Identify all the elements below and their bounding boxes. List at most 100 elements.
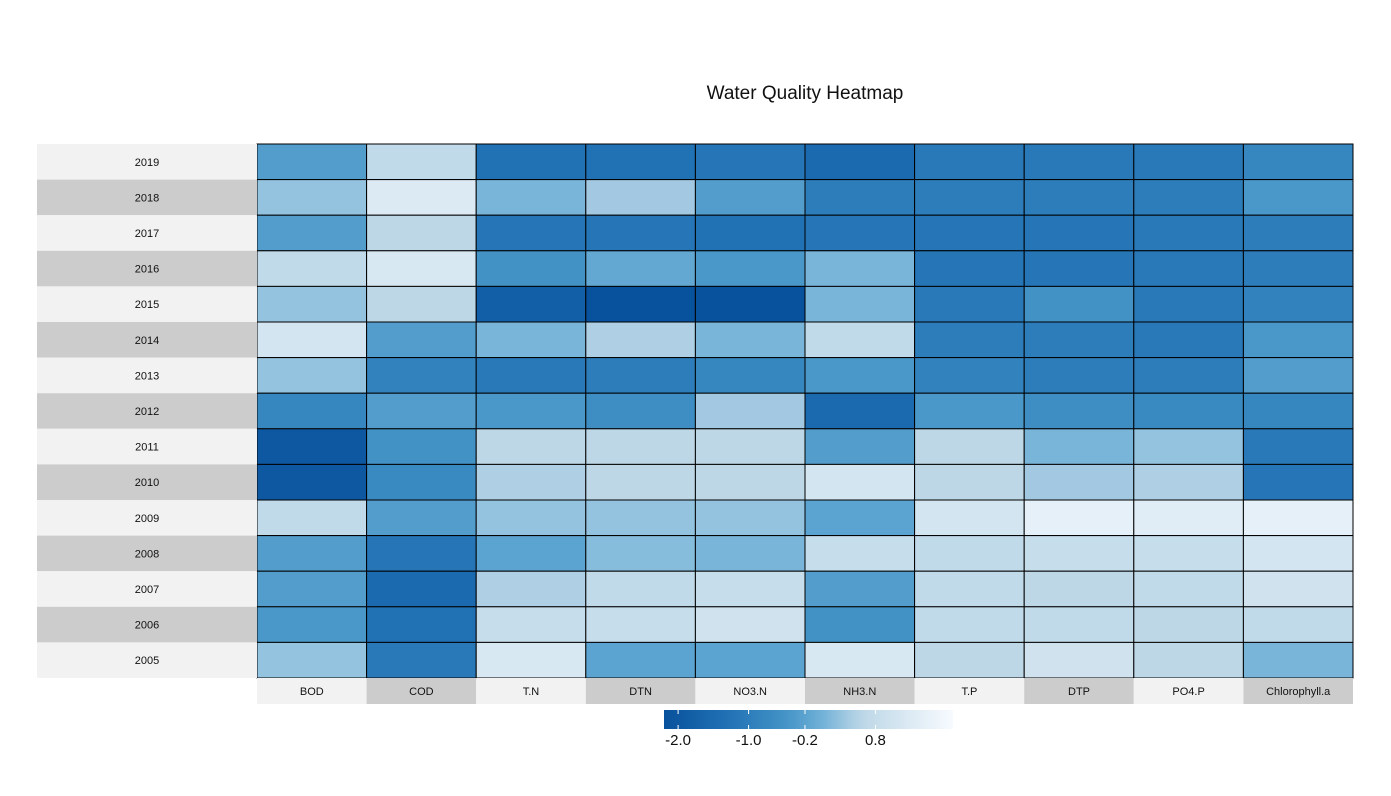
heatmap-cell [804, 392, 916, 430]
column-label: DTP [1068, 686, 1090, 698]
row-label: 2017 [135, 228, 159, 240]
heatmap-cell [914, 535, 1025, 572]
heatmap-cell [1242, 535, 1354, 572]
chart-title: Water Quality Heatmap [707, 83, 904, 104]
row-label-band [37, 393, 257, 429]
column-label-band [914, 678, 1025, 704]
column-label: BOD [300, 686, 324, 698]
heatmap-cell [256, 357, 368, 394]
heatmap-cell [1133, 463, 1244, 501]
heatmap-cell [804, 570, 916, 608]
column-label: T.P [961, 686, 977, 698]
row-label-band [37, 535, 257, 572]
heatmap-cell [1023, 321, 1135, 359]
heatmap-cell [1133, 321, 1244, 359]
heatmap-cell [366, 570, 477, 608]
heatmap-cell [256, 463, 368, 501]
heatmap-cell [914, 357, 1025, 394]
heatmap-cell [1133, 499, 1244, 537]
heatmap-cell [1133, 250, 1244, 287]
heatmap-cell [256, 214, 368, 252]
heatmap-cell [366, 535, 477, 572]
column-label: NO3.N [733, 686, 767, 698]
heatmap-cell [475, 428, 587, 465]
heatmap-cell [914, 499, 1025, 537]
heatmap-cell [366, 214, 477, 252]
heatmap-cell [256, 179, 368, 216]
heatmap-cell [1242, 214, 1354, 252]
column-label-band [1243, 678, 1353, 704]
column-label: T.N [523, 686, 540, 698]
heatmap-cell [694, 499, 806, 537]
heatmap-cell [475, 179, 587, 216]
column-label-band [476, 678, 586, 704]
heatmap-cell [804, 641, 916, 679]
row-label-band [37, 606, 257, 643]
heatmap-cell [1242, 179, 1354, 216]
heatmap-cell [475, 499, 587, 537]
heatmap-cell [694, 392, 806, 430]
row-label: 2008 [135, 548, 159, 560]
heatmap-cell [256, 321, 368, 359]
heatmap-cell [1023, 392, 1135, 430]
row-label-band [37, 215, 257, 251]
row-label: 2010 [135, 477, 159, 489]
heatmap-cell [585, 285, 696, 323]
row-label-band [37, 428, 257, 465]
heatmap-cell [1023, 214, 1135, 252]
heatmap-cell [475, 463, 587, 501]
column-label: PO4.P [1172, 686, 1204, 698]
heatmap-cell [1023, 641, 1135, 679]
heatmap-cell [694, 357, 806, 394]
heatmap-cell [256, 285, 368, 323]
heatmap-cell [1133, 179, 1244, 216]
heatmap-cell [694, 535, 806, 572]
legend-tick-label: -0.2 [792, 732, 818, 749]
column-label: COD [409, 686, 434, 698]
heatmap-cell [804, 357, 916, 394]
row-label: 2012 [135, 406, 159, 418]
row-label: 2009 [135, 513, 159, 525]
heatmap-cell [1023, 463, 1135, 501]
heatmap-cell [366, 321, 477, 359]
legend-tick-label: 0.8 [865, 732, 886, 749]
heatmap-cell [585, 392, 696, 430]
legend-tick-label: -2.0 [665, 732, 691, 749]
heatmap-cell [1242, 357, 1354, 394]
heatmap-cell [804, 428, 916, 465]
heatmap-cell [585, 499, 696, 537]
heatmap-cell [804, 179, 916, 216]
heatmap-cell [256, 641, 368, 679]
heatmap-cell [694, 463, 806, 501]
heatmap-cell [1023, 570, 1135, 608]
column-label-band [257, 678, 367, 704]
heatmap-cell [1023, 179, 1135, 216]
column-label: Chlorophyll.a [1266, 686, 1331, 698]
heatmap-cell [1242, 463, 1354, 501]
row-label-band [37, 250, 257, 287]
heatmap-cell [914, 641, 1025, 679]
heatmap-cell [1023, 535, 1135, 572]
heatmap-cell [694, 143, 806, 181]
heatmap-cell [804, 499, 916, 537]
heatmap-cell [914, 143, 1025, 181]
heatmap-cell [914, 250, 1025, 287]
heatmap-cell [366, 143, 477, 181]
heatmap-cell [475, 357, 587, 394]
heatmap-cell [1133, 641, 1244, 679]
heatmap-cell [366, 392, 477, 430]
heatmap-cell [694, 179, 806, 216]
column-label-band [1024, 678, 1134, 704]
row-label: 2015 [135, 299, 159, 311]
row-label: 2007 [135, 584, 159, 596]
row-label: 2011 [135, 442, 159, 454]
heatmap-cell [804, 250, 916, 287]
heatmap-cell [914, 463, 1025, 501]
heatmap-cell [475, 392, 587, 430]
heatmap-cell [366, 606, 477, 643]
row-label-band [37, 322, 257, 358]
heatmap-cell [366, 357, 477, 394]
heatmap-cell [585, 250, 696, 287]
heatmap-cell [256, 499, 368, 537]
heatmap-cell [1242, 143, 1354, 181]
